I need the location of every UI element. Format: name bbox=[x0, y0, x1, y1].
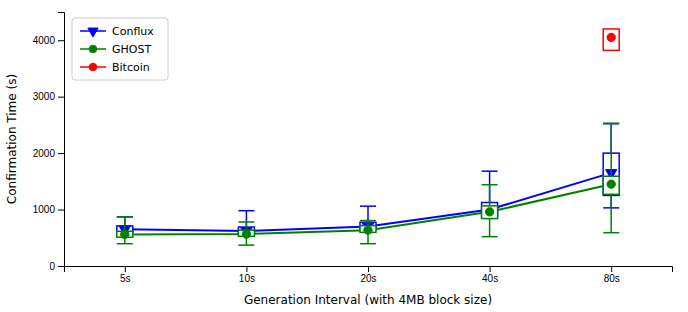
tick: 20s bbox=[360, 266, 376, 284]
whisker-lower bbox=[489, 219, 491, 237]
tick: 40s bbox=[482, 266, 498, 284]
series-boxes bbox=[603, 29, 619, 50]
series-line bbox=[125, 184, 611, 234]
series-line bbox=[125, 173, 611, 231]
tick: 10s bbox=[239, 266, 255, 284]
legend-marker bbox=[89, 63, 97, 71]
tick-label: 3000 bbox=[33, 91, 56, 102]
cap-upper bbox=[482, 184, 498, 186]
legend-label: Bitcoin bbox=[112, 61, 150, 74]
tick-mark bbox=[58, 266, 64, 267]
marker bbox=[607, 33, 615, 41]
plot-area bbox=[117, 29, 619, 245]
cap-lower bbox=[360, 243, 376, 245]
marker bbox=[364, 226, 372, 234]
cap-lower bbox=[603, 232, 619, 234]
tick-mark bbox=[611, 266, 612, 272]
tick-mark bbox=[58, 97, 64, 98]
cap-upper bbox=[360, 220, 376, 222]
whisker-upper bbox=[610, 123, 612, 176]
whisker-upper bbox=[246, 222, 248, 230]
legend-label: Conflux bbox=[112, 25, 154, 38]
y-axis-title: Confirmation Time (s) bbox=[5, 74, 19, 204]
tick-label: 10s bbox=[239, 273, 255, 284]
tick-label: 5s bbox=[120, 273, 131, 284]
tick-mark bbox=[58, 153, 64, 154]
tick-mark bbox=[246, 266, 247, 272]
tick-label: 2000 bbox=[33, 148, 56, 159]
cap-upper bbox=[482, 170, 498, 172]
tick: 4000 bbox=[33, 35, 64, 46]
tick: 0 bbox=[49, 261, 64, 272]
x-axis-title: Generation Interval (with 4MB block size… bbox=[244, 293, 492, 307]
legend-marker bbox=[88, 28, 98, 37]
tick: 5s bbox=[120, 266, 131, 284]
tick-mark bbox=[490, 266, 491, 272]
cap-upper bbox=[603, 122, 619, 124]
legend-frame bbox=[72, 18, 168, 80]
legend-label: GHOST bbox=[112, 43, 151, 56]
marker bbox=[485, 208, 493, 216]
chart: 5s 10s 20s 40s 80s 0 1000 2000 3000 4000 Generatio… bbox=[0, 0, 688, 312]
axis-line bbox=[65, 267, 673, 273]
tick: 3000 bbox=[33, 91, 64, 102]
marker bbox=[242, 230, 250, 238]
tick-label: 4000 bbox=[33, 35, 56, 46]
whisker-lower bbox=[610, 194, 612, 232]
axis-line bbox=[58, 13, 65, 267]
series-boxes bbox=[117, 123, 619, 245]
tick-label: 20s bbox=[360, 273, 376, 284]
marker bbox=[121, 230, 129, 238]
whisker-upper bbox=[124, 217, 126, 231]
tick-label: 1000 bbox=[33, 204, 56, 215]
legend-entry: Conflux bbox=[80, 25, 154, 38]
legend-entry: Bitcoin bbox=[80, 61, 150, 74]
box bbox=[482, 206, 498, 219]
cap-lower bbox=[482, 236, 498, 238]
cap-lower bbox=[117, 243, 133, 245]
tick-mark bbox=[58, 210, 64, 211]
tick-mark bbox=[125, 266, 126, 272]
tick-label: 80s bbox=[604, 273, 620, 284]
tick-label: 40s bbox=[482, 273, 498, 284]
legend-marker bbox=[89, 45, 97, 53]
tick-mark bbox=[58, 40, 64, 41]
legend-entry: GHOST bbox=[80, 43, 151, 56]
series-boxes bbox=[117, 124, 619, 238]
whisker-upper bbox=[489, 185, 491, 206]
box bbox=[603, 176, 619, 194]
whisker-upper bbox=[367, 221, 369, 226]
cap-upper bbox=[238, 221, 254, 223]
cap-lower bbox=[238, 244, 254, 246]
tick: 80s bbox=[604, 266, 620, 284]
cap-upper bbox=[238, 210, 254, 212]
legend: Conflux GHOST Bitcoin bbox=[72, 18, 168, 80]
box bbox=[603, 29, 619, 50]
tick: 1000 bbox=[33, 204, 64, 215]
cap-upper bbox=[117, 216, 133, 218]
x-axis: 5s 10s 20s 40s 80s bbox=[65, 266, 673, 284]
tick: 2000 bbox=[33, 148, 64, 159]
marker bbox=[607, 180, 615, 188]
tick-mark bbox=[368, 266, 369, 272]
tick-label: 0 bbox=[49, 261, 55, 272]
y-axis: 0 1000 2000 3000 4000 bbox=[33, 13, 65, 272]
cap-upper bbox=[360, 205, 376, 207]
cap-upper bbox=[117, 216, 133, 218]
